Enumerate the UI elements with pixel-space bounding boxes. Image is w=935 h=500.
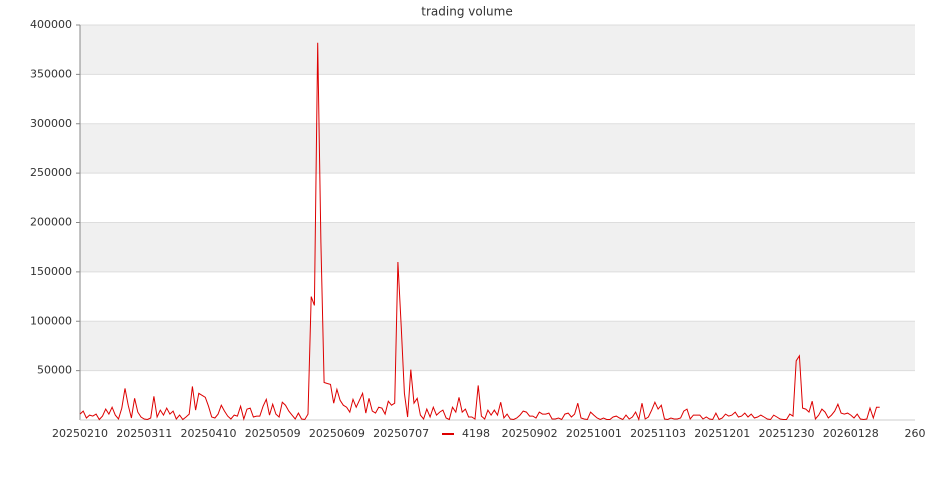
x-tick-label: 20251001 [566,427,622,440]
y-tick-label: 150000 [30,265,72,278]
x-tick-label: 20250410 [180,427,236,440]
grid-band [80,222,915,272]
y-tick-label: 350000 [30,67,72,80]
grid-band [80,123,915,174]
chart-title: trading volume [421,5,512,19]
legend-label: 4198 [462,427,490,440]
x-tick-label: 20250609 [309,427,365,440]
y-tick-label: 100000 [30,314,72,327]
x-tick-label: 260 [905,427,926,440]
x-tick-label: 20251103 [630,427,686,440]
x-tick-label: 20250707 [373,427,429,440]
y-tick-label: 250000 [30,166,72,179]
x-tick-label: 20260128 [823,427,879,440]
y-tick-label: 50000 [37,364,72,377]
x-tick-label: 20250210 [52,427,108,440]
grid-band [80,321,915,371]
y-tick-label: 200000 [30,216,72,229]
grid-band [80,25,915,75]
x-tick-label: 20250311 [116,427,172,440]
x-tick-label: 20250509 [245,427,301,440]
x-tick-label: 20251230 [759,427,815,440]
x-tick-label: 20251201 [694,427,750,440]
y-tick-label: 400000 [30,18,72,31]
line-series [79,42,880,422]
x-tick-label: 20250902 [502,427,558,440]
y-tick-label: 300000 [30,117,72,130]
